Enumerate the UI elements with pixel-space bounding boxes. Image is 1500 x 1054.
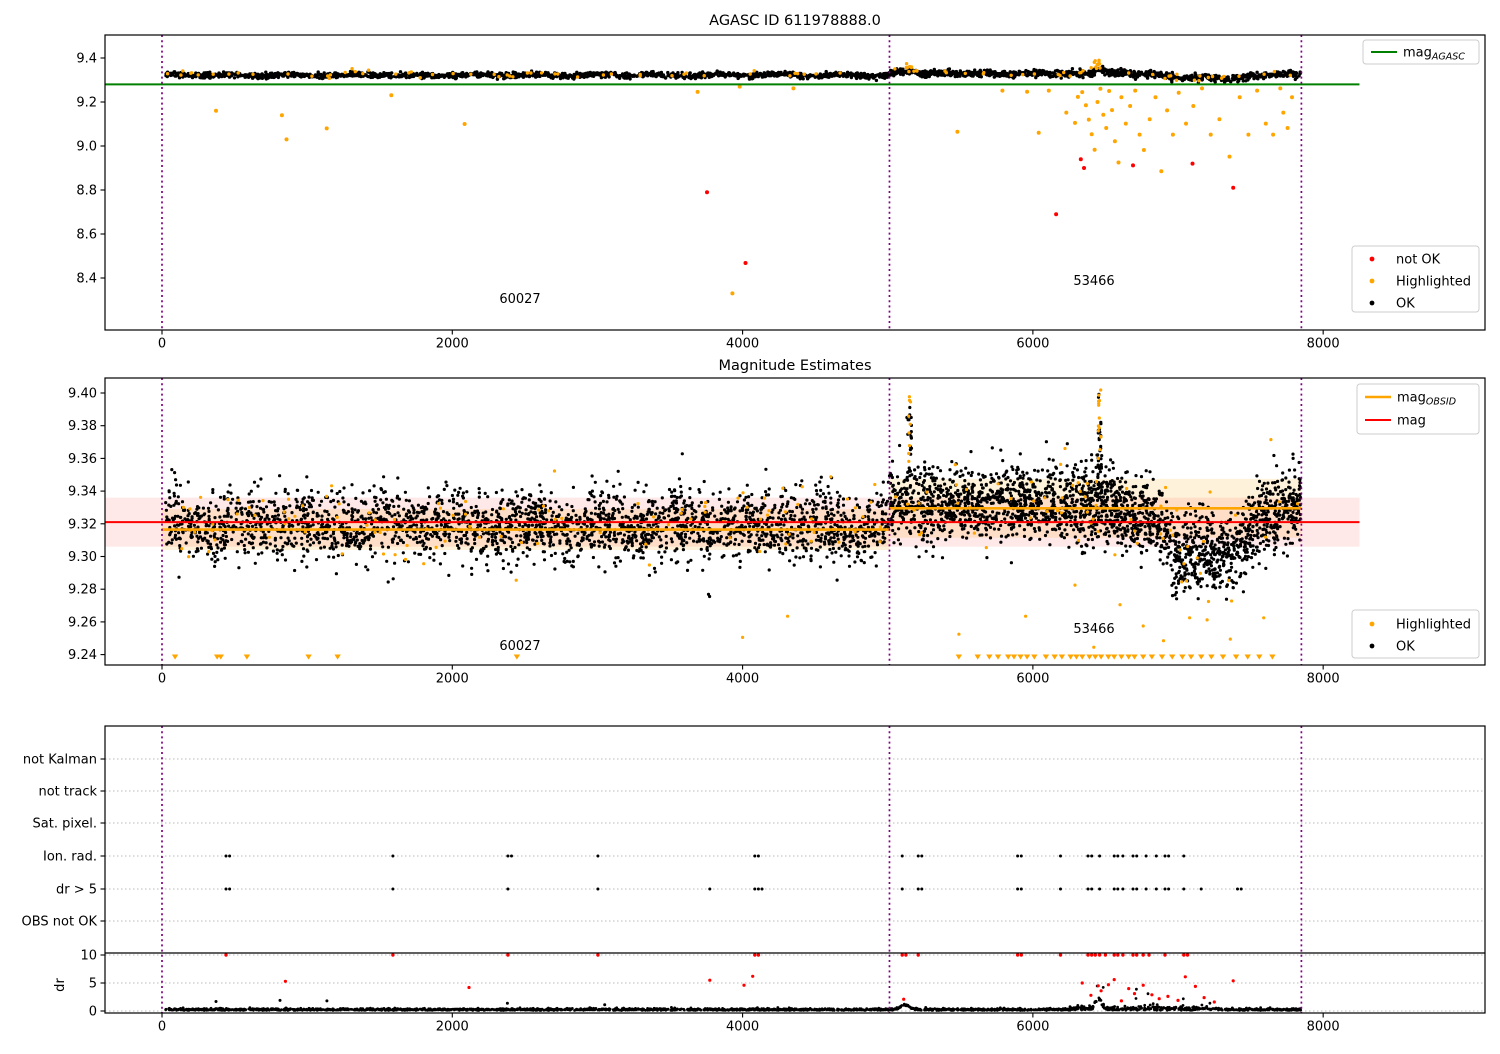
tick-label: 10 (80, 949, 97, 964)
tick-label: 2000 (436, 337, 469, 352)
tick-label: 9.24 (68, 648, 97, 663)
not-ok-outliers-layer (705, 157, 1236, 265)
tick-label: 2000 (436, 1020, 469, 1035)
tick-label: 9.4 (76, 52, 97, 67)
tick-label: 8000 (1307, 672, 1340, 687)
tick-label: 4000 (726, 1020, 759, 1035)
obsid-53466-annotation: 53466 (1073, 274, 1114, 289)
obsid-60027-annotation: 60027 (499, 639, 540, 654)
tick-label: 6000 (1016, 337, 1049, 352)
tick-label: 9.26 (68, 615, 97, 630)
ok-points-layer (164, 392, 1303, 601)
tick-label: 0 (158, 337, 166, 352)
tick-label: 9.0 (76, 140, 97, 155)
tick-label: not Kalman (23, 753, 97, 768)
tick-label: 8.8 (76, 184, 97, 199)
legend-box (1351, 245, 1480, 313)
tick-label: 4000 (726, 672, 759, 687)
legend-not-ok-label: not OK (1396, 253, 1441, 268)
highlighted-marker-sample (1369, 621, 1375, 627)
tick-label: 5 (89, 977, 97, 992)
axes3-ticks: not Kalman not track Sat. pixel. Ion. rad. d… (22, 753, 1340, 1035)
tick-label: 9.40 (68, 387, 97, 402)
tick-label: 9.34 (68, 485, 97, 500)
axes1-legend-line: magAGASC (1362, 39, 1480, 65)
tick-label: 6000 (1016, 1020, 1049, 1035)
tick-label: 9.2 (76, 96, 97, 111)
tick-label: 9.36 (68, 452, 97, 467)
legend-ok-label: OK (1396, 640, 1415, 655)
axes2-ticks: 9.40 9.38 9.36 9.34 9.32 9.30 9.28 9.26 9.24 0 200… (68, 387, 1340, 687)
tick-label: 9.30 (68, 550, 97, 565)
legend-ok-label: OK (1396, 297, 1415, 312)
tick-label: 0 (158, 672, 166, 687)
tick-label: 6000 (1016, 672, 1049, 687)
legend-mag-agasc-label: magAGASC (1403, 46, 1465, 63)
obsid-53466-annotation: 53466 (1073, 622, 1114, 637)
axes1-plot-layers (105, 35, 1360, 330)
highlighted-points-layer (165, 58, 1293, 83)
tick-label: 0 (158, 1020, 166, 1035)
axes2-title: Magnitude Estimates (718, 358, 871, 374)
tick-label: 2000 (436, 672, 469, 687)
not-ok-marker-sample (1369, 256, 1375, 262)
legend-mag-obsid-label: magOBSID (1397, 391, 1456, 408)
tick-label: 8000 (1307, 337, 1340, 352)
axes1-title: AGASC ID 611978888.0 (709, 13, 881, 29)
tick-label: Ion. rad. (43, 850, 97, 865)
highlighted-outliers-layer (214, 84, 1295, 296)
legend-box (1351, 609, 1480, 659)
axes1-frame (104, 34, 1486, 331)
ok-points-layer (164, 64, 1303, 85)
legend-mag-label: mag (1397, 414, 1426, 429)
tick-label: dr > 5 (56, 883, 97, 898)
legend-highlighted-label: Highlighted (1396, 275, 1471, 290)
legend-box (1362, 39, 1480, 65)
legend-highlighted-label: Highlighted (1396, 618, 1471, 633)
tick-label: not track (38, 785, 97, 800)
dr-axis-label: dr (53, 978, 68, 992)
tick-label: 4000 (726, 337, 759, 352)
obsid-60027-annotation: 60027 (499, 292, 540, 307)
axes-magnitude-estimates: Magnitude Estimates 9.40 9.38 9.36 9.34 9.32… (68, 358, 1486, 687)
axes2-plot-layers (105, 378, 1360, 665)
axes1-legend-points: not OK Highlighted OK (1351, 245, 1480, 313)
tick-label: 0 (89, 1005, 97, 1020)
tick-label: Sat. pixel. (33, 817, 97, 832)
axes3-frame (104, 725, 1486, 1014)
dr-extra-points-layer (214, 998, 607, 1007)
axes1-ticks: 9.4 9.2 9.0 8.8 8.6 8.4 0 2000 4000 6000 8000 (76, 52, 1339, 352)
axes-flags-dr: not Kalman not track Sat. pixel. Ion. rad. d… (22, 725, 1486, 1035)
ok-marker-sample (1369, 643, 1375, 649)
tick-label: 8000 (1307, 1020, 1340, 1035)
tick-label: 8.4 (76, 272, 97, 287)
tick-label: 9.28 (68, 583, 97, 598)
ok-marker-sample (1369, 300, 1375, 306)
tick-label: 8.6 (76, 228, 97, 243)
axes2-frame (104, 377, 1486, 666)
clipped-low-triangles-layer (171, 654, 1276, 660)
axes-agasc-mag: AGASC ID 611978888.0 9.4 9.2 9.0 8.8 8.6 8.4 0… (76, 13, 1486, 352)
highlighted-marker-sample (1369, 278, 1375, 284)
axes2-legend-lines: magOBSID mag (1356, 383, 1480, 435)
tick-label: 9.32 (68, 517, 97, 532)
tick-label: 9.38 (68, 419, 97, 434)
dr-points-layer (164, 984, 1303, 1012)
axes3-plot-layers (105, 726, 1485, 1013)
dr-not-ok-points-layer (283, 974, 1235, 1004)
tick-label: OBS not OK (22, 915, 98, 930)
axes2-legend-points: Highlighted OK (1351, 609, 1480, 659)
